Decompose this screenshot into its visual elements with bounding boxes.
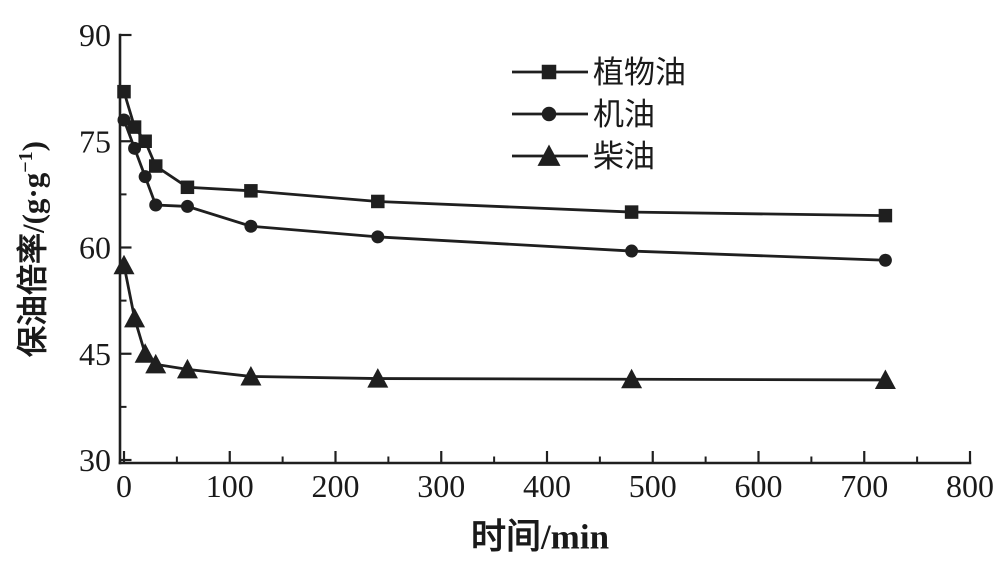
- series-1-square-marker: [180, 180, 195, 195]
- series-1-square-marker: [371, 194, 385, 209]
- y-axis-title-exponent: −1: [15, 151, 38, 173]
- x-tick-label: 600: [735, 468, 783, 504]
- series-1-square-marker: [127, 120, 142, 134]
- series-3-triangle-marker: [367, 368, 389, 388]
- y-tick-label: 90: [79, 17, 111, 53]
- series-2-circle-marker: [128, 141, 142, 155]
- series-1-square-marker: [138, 134, 152, 148]
- series-1-square-marker: [624, 205, 639, 219]
- y-tick-label: 30: [79, 442, 111, 478]
- series-2-circle-marker: [180, 199, 194, 213]
- series-1-square-marker: [244, 184, 258, 198]
- series-3-triangle-marker: [874, 369, 896, 389]
- x-tick-label: 800: [946, 468, 994, 504]
- y-tick-label: 60: [79, 230, 111, 266]
- legend-triangle-marker: [537, 144, 561, 166]
- x-tick-label: 100: [206, 468, 254, 504]
- legend-label-3: 柴油: [593, 139, 655, 174]
- y-tick-label: 45: [79, 336, 111, 372]
- series-2-circle-marker: [878, 253, 892, 267]
- legend-circle-marker: [541, 106, 557, 122]
- x-tick-label: 200: [312, 468, 360, 504]
- series-3-triangle-marker: [240, 365, 262, 386]
- series-2-circle-marker: [625, 244, 639, 258]
- x-tick-label: 700: [840, 468, 888, 504]
- x-tick-label: 0: [116, 468, 132, 504]
- legend-label-1: 植物油: [593, 55, 686, 90]
- series-2-circle-marker: [244, 219, 258, 233]
- series-3-triangle-marker: [124, 307, 146, 328]
- x-tick-label: 300: [417, 468, 465, 504]
- series-2-circle-marker: [371, 230, 385, 244]
- x-tick-label: 500: [629, 468, 677, 504]
- y-axis-title-suffix: ): [15, 140, 51, 152]
- series-2-circle-marker: [138, 170, 152, 184]
- series-2-circle-marker: [149, 198, 163, 212]
- series-line-1: [122, 91, 886, 218]
- y-axis-title-text: 保油倍率/(g·g: [15, 172, 51, 358]
- x-tick-label: 400: [523, 468, 571, 504]
- series-2-circle-marker: [117, 113, 131, 127]
- legend-label-2: 机油: [593, 97, 655, 132]
- series-3-triangle-marker: [621, 368, 643, 389]
- series-3-triangle-marker: [176, 358, 198, 379]
- series-3-triangle-marker: [145, 353, 167, 374]
- series-3-triangle-marker: [113, 254, 135, 275]
- legend-square-marker: [541, 64, 557, 80]
- series-1-square-marker: [148, 159, 163, 173]
- x-axis-title: 时间/min: [470, 517, 610, 557]
- series-3-triangle-marker: [134, 343, 156, 363]
- series-1-square-marker: [878, 208, 893, 223]
- y-tick-label: 75: [79, 123, 111, 159]
- series-line-3: [122, 264, 886, 382]
- y-axis-title: 保油倍率/(g·g−1): [8, 141, 53, 357]
- series-1-square-marker: [117, 84, 131, 99]
